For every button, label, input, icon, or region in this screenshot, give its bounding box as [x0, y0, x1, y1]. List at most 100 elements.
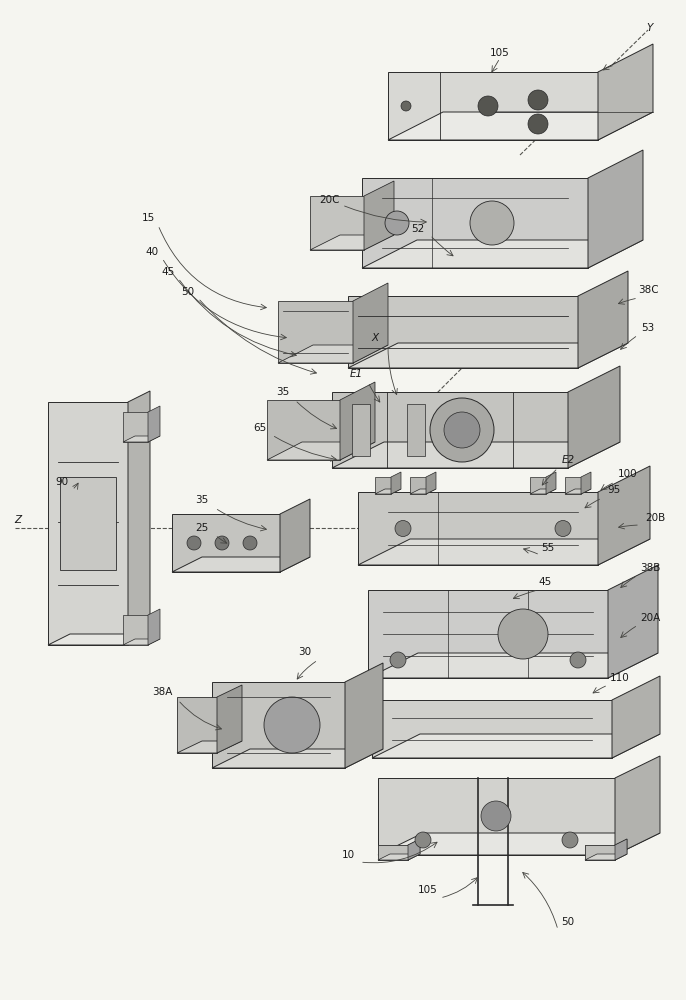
Polygon shape — [172, 514, 280, 572]
Polygon shape — [345, 663, 383, 768]
Text: 95: 95 — [607, 485, 621, 495]
Polygon shape — [348, 296, 578, 368]
Polygon shape — [565, 477, 581, 494]
Text: 15: 15 — [141, 213, 154, 223]
Polygon shape — [278, 345, 388, 363]
Polygon shape — [378, 845, 408, 860]
Text: 65: 65 — [253, 423, 267, 433]
Circle shape — [430, 398, 494, 462]
Text: E2: E2 — [561, 455, 575, 465]
Polygon shape — [530, 477, 546, 494]
Polygon shape — [332, 392, 568, 468]
Text: 40: 40 — [145, 247, 158, 257]
Polygon shape — [60, 477, 116, 570]
Text: 35: 35 — [196, 495, 209, 505]
Polygon shape — [123, 615, 148, 645]
Polygon shape — [372, 700, 612, 758]
Polygon shape — [123, 412, 148, 442]
Polygon shape — [278, 301, 353, 363]
Polygon shape — [368, 590, 608, 678]
Text: Z: Z — [14, 515, 21, 525]
Polygon shape — [568, 366, 620, 468]
Polygon shape — [358, 539, 650, 565]
Polygon shape — [615, 756, 660, 855]
Circle shape — [470, 201, 514, 245]
Circle shape — [570, 652, 586, 668]
Polygon shape — [267, 400, 340, 460]
Polygon shape — [410, 477, 426, 494]
Circle shape — [187, 536, 201, 550]
Polygon shape — [362, 240, 643, 268]
Polygon shape — [408, 839, 420, 860]
Polygon shape — [391, 472, 401, 494]
Polygon shape — [565, 489, 591, 494]
Polygon shape — [217, 685, 242, 753]
Polygon shape — [332, 442, 620, 468]
Polygon shape — [123, 639, 160, 645]
Text: 50: 50 — [561, 917, 575, 927]
Polygon shape — [378, 854, 420, 860]
Text: 55: 55 — [541, 543, 554, 553]
Circle shape — [528, 114, 548, 134]
Text: 53: 53 — [641, 323, 654, 333]
Text: 25: 25 — [196, 523, 209, 533]
Text: 45: 45 — [539, 577, 552, 587]
Polygon shape — [388, 72, 598, 140]
Text: 30: 30 — [298, 647, 311, 657]
Circle shape — [264, 697, 320, 753]
Text: 35: 35 — [276, 387, 289, 397]
Polygon shape — [598, 466, 650, 565]
Polygon shape — [362, 178, 588, 268]
Circle shape — [478, 96, 498, 116]
Polygon shape — [410, 489, 436, 494]
Polygon shape — [585, 854, 627, 860]
Polygon shape — [310, 235, 394, 250]
Polygon shape — [212, 682, 345, 768]
Text: 105: 105 — [418, 885, 438, 895]
Polygon shape — [615, 839, 627, 860]
Polygon shape — [378, 778, 615, 855]
Polygon shape — [608, 565, 658, 678]
Text: 20B: 20B — [645, 513, 665, 523]
Polygon shape — [358, 492, 598, 565]
Circle shape — [390, 652, 406, 668]
Polygon shape — [598, 44, 653, 140]
Polygon shape — [48, 402, 128, 645]
Circle shape — [215, 536, 229, 550]
Text: 100: 100 — [618, 469, 638, 479]
Text: 105: 105 — [490, 48, 510, 58]
Circle shape — [415, 832, 431, 848]
Polygon shape — [578, 271, 628, 368]
Circle shape — [555, 520, 571, 536]
Circle shape — [498, 609, 548, 659]
Polygon shape — [375, 489, 401, 494]
Text: 50: 50 — [181, 287, 195, 297]
Text: 38A: 38A — [152, 687, 172, 697]
Polygon shape — [48, 634, 150, 645]
Polygon shape — [426, 472, 436, 494]
Polygon shape — [352, 404, 370, 456]
Text: 110: 110 — [610, 673, 630, 683]
Text: E1: E1 — [349, 369, 363, 379]
Text: 90: 90 — [56, 477, 69, 487]
Polygon shape — [615, 839, 627, 860]
Text: 20C: 20C — [320, 195, 340, 205]
Polygon shape — [353, 283, 388, 363]
Circle shape — [481, 801, 511, 831]
Circle shape — [243, 536, 257, 550]
Polygon shape — [585, 845, 615, 860]
Polygon shape — [177, 741, 242, 753]
Polygon shape — [588, 150, 643, 268]
Polygon shape — [348, 343, 628, 368]
Polygon shape — [267, 442, 375, 460]
Circle shape — [444, 412, 480, 448]
Text: 10: 10 — [342, 850, 355, 860]
Text: 38C: 38C — [638, 285, 659, 295]
Polygon shape — [378, 845, 408, 860]
Text: 45: 45 — [161, 267, 175, 277]
Polygon shape — [177, 697, 217, 753]
Polygon shape — [581, 472, 591, 494]
Polygon shape — [364, 181, 394, 250]
Polygon shape — [212, 749, 383, 768]
Polygon shape — [585, 854, 627, 860]
